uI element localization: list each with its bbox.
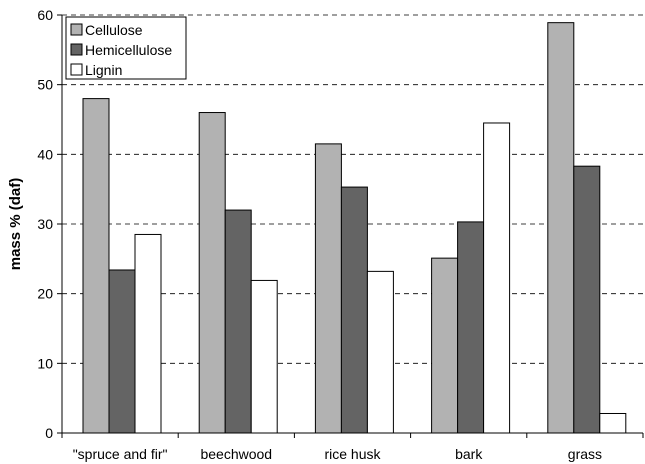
x-tick-label: beechwood — [200, 446, 272, 462]
bar-lignin — [366, 270, 394, 434]
x-tick-label: grass — [568, 446, 602, 462]
bar-cellulose — [314, 143, 342, 434]
bar-hemicellulose — [573, 165, 601, 434]
bars — [82, 22, 627, 434]
bar-hemicellulose — [340, 186, 368, 434]
bar-lignin — [250, 279, 278, 434]
bar-cellulose — [82, 98, 110, 434]
legend-box — [65, 16, 187, 80]
legend: Cellulose Hemicellulose Lignin — [65, 16, 187, 80]
legend-label-lignin: Lignin — [85, 62, 122, 78]
y-tick-label: 20 — [37, 286, 53, 302]
bar-hemicellulose — [224, 209, 252, 434]
x-ticks: "spruce and fir" beechwood rice husk bark gr… — [61, 433, 644, 462]
y-ticks: 0 10 20 30 40 50 60 — [37, 7, 62, 441]
bar-lignin — [483, 122, 511, 434]
legend-label-cellulose: Cellulose — [85, 22, 143, 38]
legend-swatch-lignin — [70, 63, 83, 76]
bar-lignin — [134, 233, 162, 434]
bar-cellulose — [547, 22, 575, 434]
y-tick-label: 30 — [37, 216, 53, 232]
x-tick-label: "spruce and fir" — [73, 446, 168, 462]
legend-swatch-hemicellulose — [70, 43, 83, 56]
y-tick-label: 0 — [45, 425, 53, 441]
legend-label-hemicellulose: Hemicellulose — [85, 42, 172, 58]
bar-cellulose — [431, 257, 459, 434]
bar-hemicellulose — [457, 221, 485, 434]
y-tick-label: 10 — [37, 355, 53, 371]
y-axis-label: mass % (daf) — [7, 178, 24, 271]
bar-cellulose — [198, 112, 226, 434]
legend-swatch-cellulose — [70, 23, 83, 36]
x-tick-label: rice husk — [324, 446, 381, 462]
y-tick-label: 40 — [37, 146, 53, 162]
bar-hemicellulose — [108, 269, 136, 434]
x-tick-label: bark — [455, 446, 483, 462]
y-tick-label: 50 — [37, 77, 53, 93]
y-tick-label: 60 — [37, 7, 53, 23]
bar-lignin — [599, 412, 627, 434]
